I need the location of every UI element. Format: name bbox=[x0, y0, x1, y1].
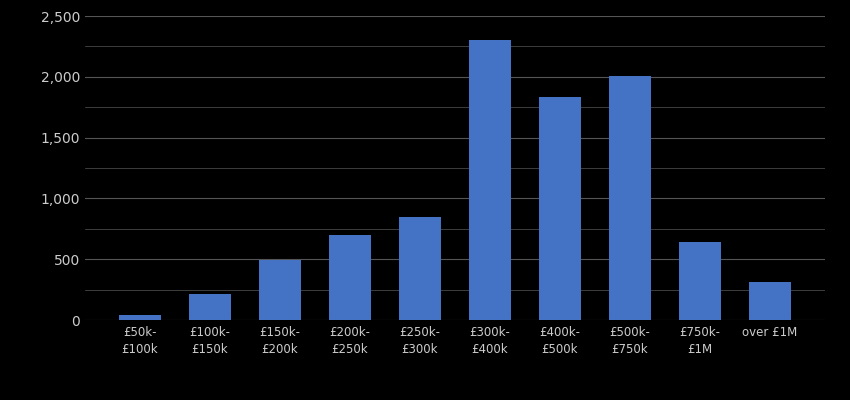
Bar bbox=[539, 98, 581, 320]
Bar bbox=[329, 235, 371, 320]
Bar bbox=[679, 242, 721, 320]
Bar bbox=[749, 282, 790, 320]
Bar bbox=[258, 260, 301, 320]
Bar bbox=[609, 76, 651, 320]
Bar bbox=[189, 294, 230, 320]
Bar bbox=[468, 40, 511, 320]
Bar bbox=[119, 315, 161, 320]
Bar bbox=[399, 217, 441, 320]
